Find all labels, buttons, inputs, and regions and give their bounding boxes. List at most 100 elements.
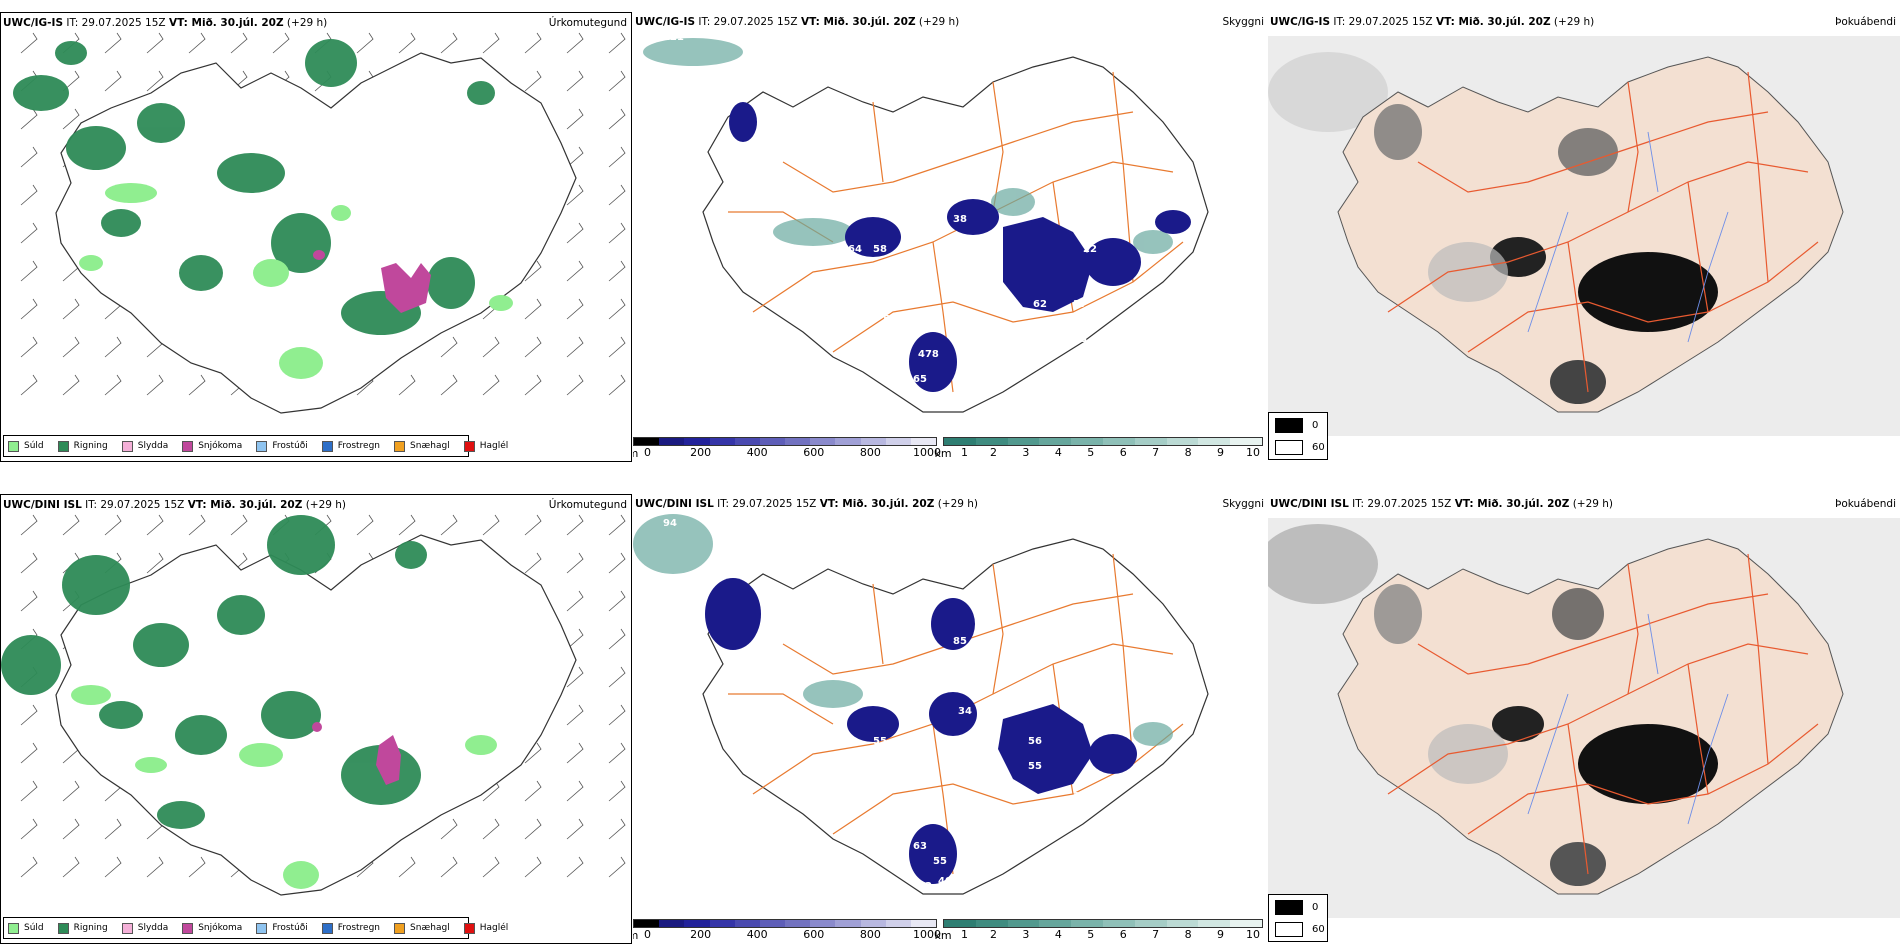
colorbar-strip [943, 437, 1263, 446]
wind-barb [20, 298, 38, 320]
colorbar-cell [835, 920, 861, 927]
legend-swatch [256, 922, 268, 934]
field-name: Þokuábendi [1835, 498, 1896, 510]
colorbar-tick-label: 4 [1054, 928, 1062, 941]
wind-barb [608, 260, 626, 282]
wind-barb [20, 146, 38, 168]
wind-barb [608, 32, 626, 54]
colorbar-tick-label: 0 [644, 928, 651, 941]
wind-barb [482, 818, 500, 840]
cloudbase-label: 121 [663, 32, 684, 43]
wind-barb [104, 514, 122, 536]
wind-barb [104, 336, 122, 358]
wind-barb [398, 856, 416, 878]
wind-barb [356, 32, 374, 54]
colorbar-cell [1039, 438, 1072, 445]
wind-barb [440, 856, 458, 878]
wind-barb [524, 514, 542, 536]
colorbar-cell [634, 920, 660, 927]
wind-barb [398, 514, 416, 536]
wind-barb [608, 222, 626, 244]
wind-barb [20, 108, 38, 130]
fog-panel-bottom: UWC/DINI ISL IT: 29.07.2025 15Z VT: Mið.… [1268, 494, 1900, 944]
colorbar-cell [1134, 438, 1167, 445]
wind-barb [608, 514, 626, 536]
wind-barb [482, 336, 500, 358]
cloudbase-label: 40 [938, 876, 952, 887]
colorbar-tick-label: 200 [690, 446, 712, 459]
precip-panel-bottom: UWC/DINI ISL IT: 29.07.2025 15Z VT: Mið.… [0, 494, 632, 944]
colorbar-cell [785, 920, 811, 927]
wind-barb [20, 336, 38, 358]
wind-barb [524, 70, 542, 92]
wind-barb [608, 146, 626, 168]
wind-barb [440, 514, 458, 536]
visibility-colorbar: km 1 2 3 4 5 6 7 8 9 10 [934, 919, 1263, 942]
legend-swatch [57, 922, 69, 934]
wind-barb [146, 514, 164, 536]
precip-rain-areas [13, 39, 495, 335]
colorbar-tick-label: 200 [690, 928, 712, 941]
precip-snow-areas [313, 250, 431, 313]
fog-legend-row: 0 [1275, 418, 1318, 433]
wind-barb [20, 514, 38, 536]
colorbar-strip [633, 919, 937, 928]
fog-legend-label: 60 [1312, 442, 1325, 453]
legend-label: Rigning [73, 923, 108, 933]
legend-label: Snjókoma [198, 441, 243, 451]
wind-barb [566, 856, 584, 878]
colorbar-cell [734, 920, 760, 927]
wind-barb [62, 108, 80, 130]
colorbar-tick-label: 10 [1246, 928, 1260, 941]
wind-barb [188, 856, 206, 878]
colorbar-tick-label: 1 [961, 446, 968, 459]
fog-map-top [1268, 36, 1900, 436]
colorbar-cell [1198, 920, 1231, 927]
colorbar-cell [1039, 920, 1072, 927]
colorbar-tick-label: 5 [1087, 446, 1095, 459]
wind-barb [482, 32, 500, 54]
precip-map-bottom [1, 514, 626, 896]
cloudbase-label: 58 [873, 244, 887, 255]
legend-item: Rigning [57, 440, 108, 452]
fog-legend-swatch [1275, 922, 1303, 937]
colorbar-cell [885, 920, 911, 927]
legend-swatch [8, 440, 19, 452]
legend-label: Frostúði [272, 441, 308, 451]
fog-dark-areas [1374, 104, 1718, 404]
wind-barb [20, 374, 38, 396]
colorbar-ticks: km 1 2 3 4 5 6 7 8 9 10 [934, 928, 1263, 942]
wind-barb [608, 780, 626, 802]
wind-barb [398, 374, 416, 396]
legend-item: Snjókoma [182, 922, 242, 934]
wind-barb [356, 514, 374, 536]
colorbar-cell [1230, 920, 1262, 927]
colorbar-cell [1134, 920, 1167, 927]
wind-barb [62, 856, 80, 878]
fog-legend-label: 60 [1312, 924, 1325, 935]
fog-legend-row: 0 [1275, 900, 1318, 915]
cloudbase-labels: 121 52 38 62 37 58 64 55 478 65 51 34 38 22 [663, 32, 1097, 405]
fog-legend-swatch [1275, 440, 1303, 455]
cloudbase-colorbar: m0 200 400 600 800 1000 [633, 437, 941, 460]
legend-item: Frostúði [256, 440, 308, 452]
cloudbase-label: 55 [1028, 761, 1042, 772]
colorbar-tick-label: 2 [989, 446, 997, 459]
wind-barb [230, 32, 248, 54]
colorbar-cell [1071, 920, 1103, 927]
colorbar-tick-label: 8 [1184, 446, 1192, 459]
legend-item: Haglél [463, 922, 508, 934]
colorbar-cell [810, 438, 836, 445]
wind-barb [20, 32, 38, 54]
legend-swatch [8, 922, 19, 934]
wind-barb [524, 780, 542, 802]
wind-barb [566, 514, 584, 536]
colorbar-tick-label: 1 [961, 928, 968, 941]
wind-barb [524, 298, 542, 320]
colorbar-ticks: m0 200 400 600 800 1000 [633, 446, 941, 460]
wind-barb [524, 856, 542, 878]
colorbar-cell [835, 438, 861, 445]
wind-barb [482, 514, 500, 536]
wind-barb [566, 742, 584, 764]
cloudbase-label: 94 [663, 518, 677, 529]
